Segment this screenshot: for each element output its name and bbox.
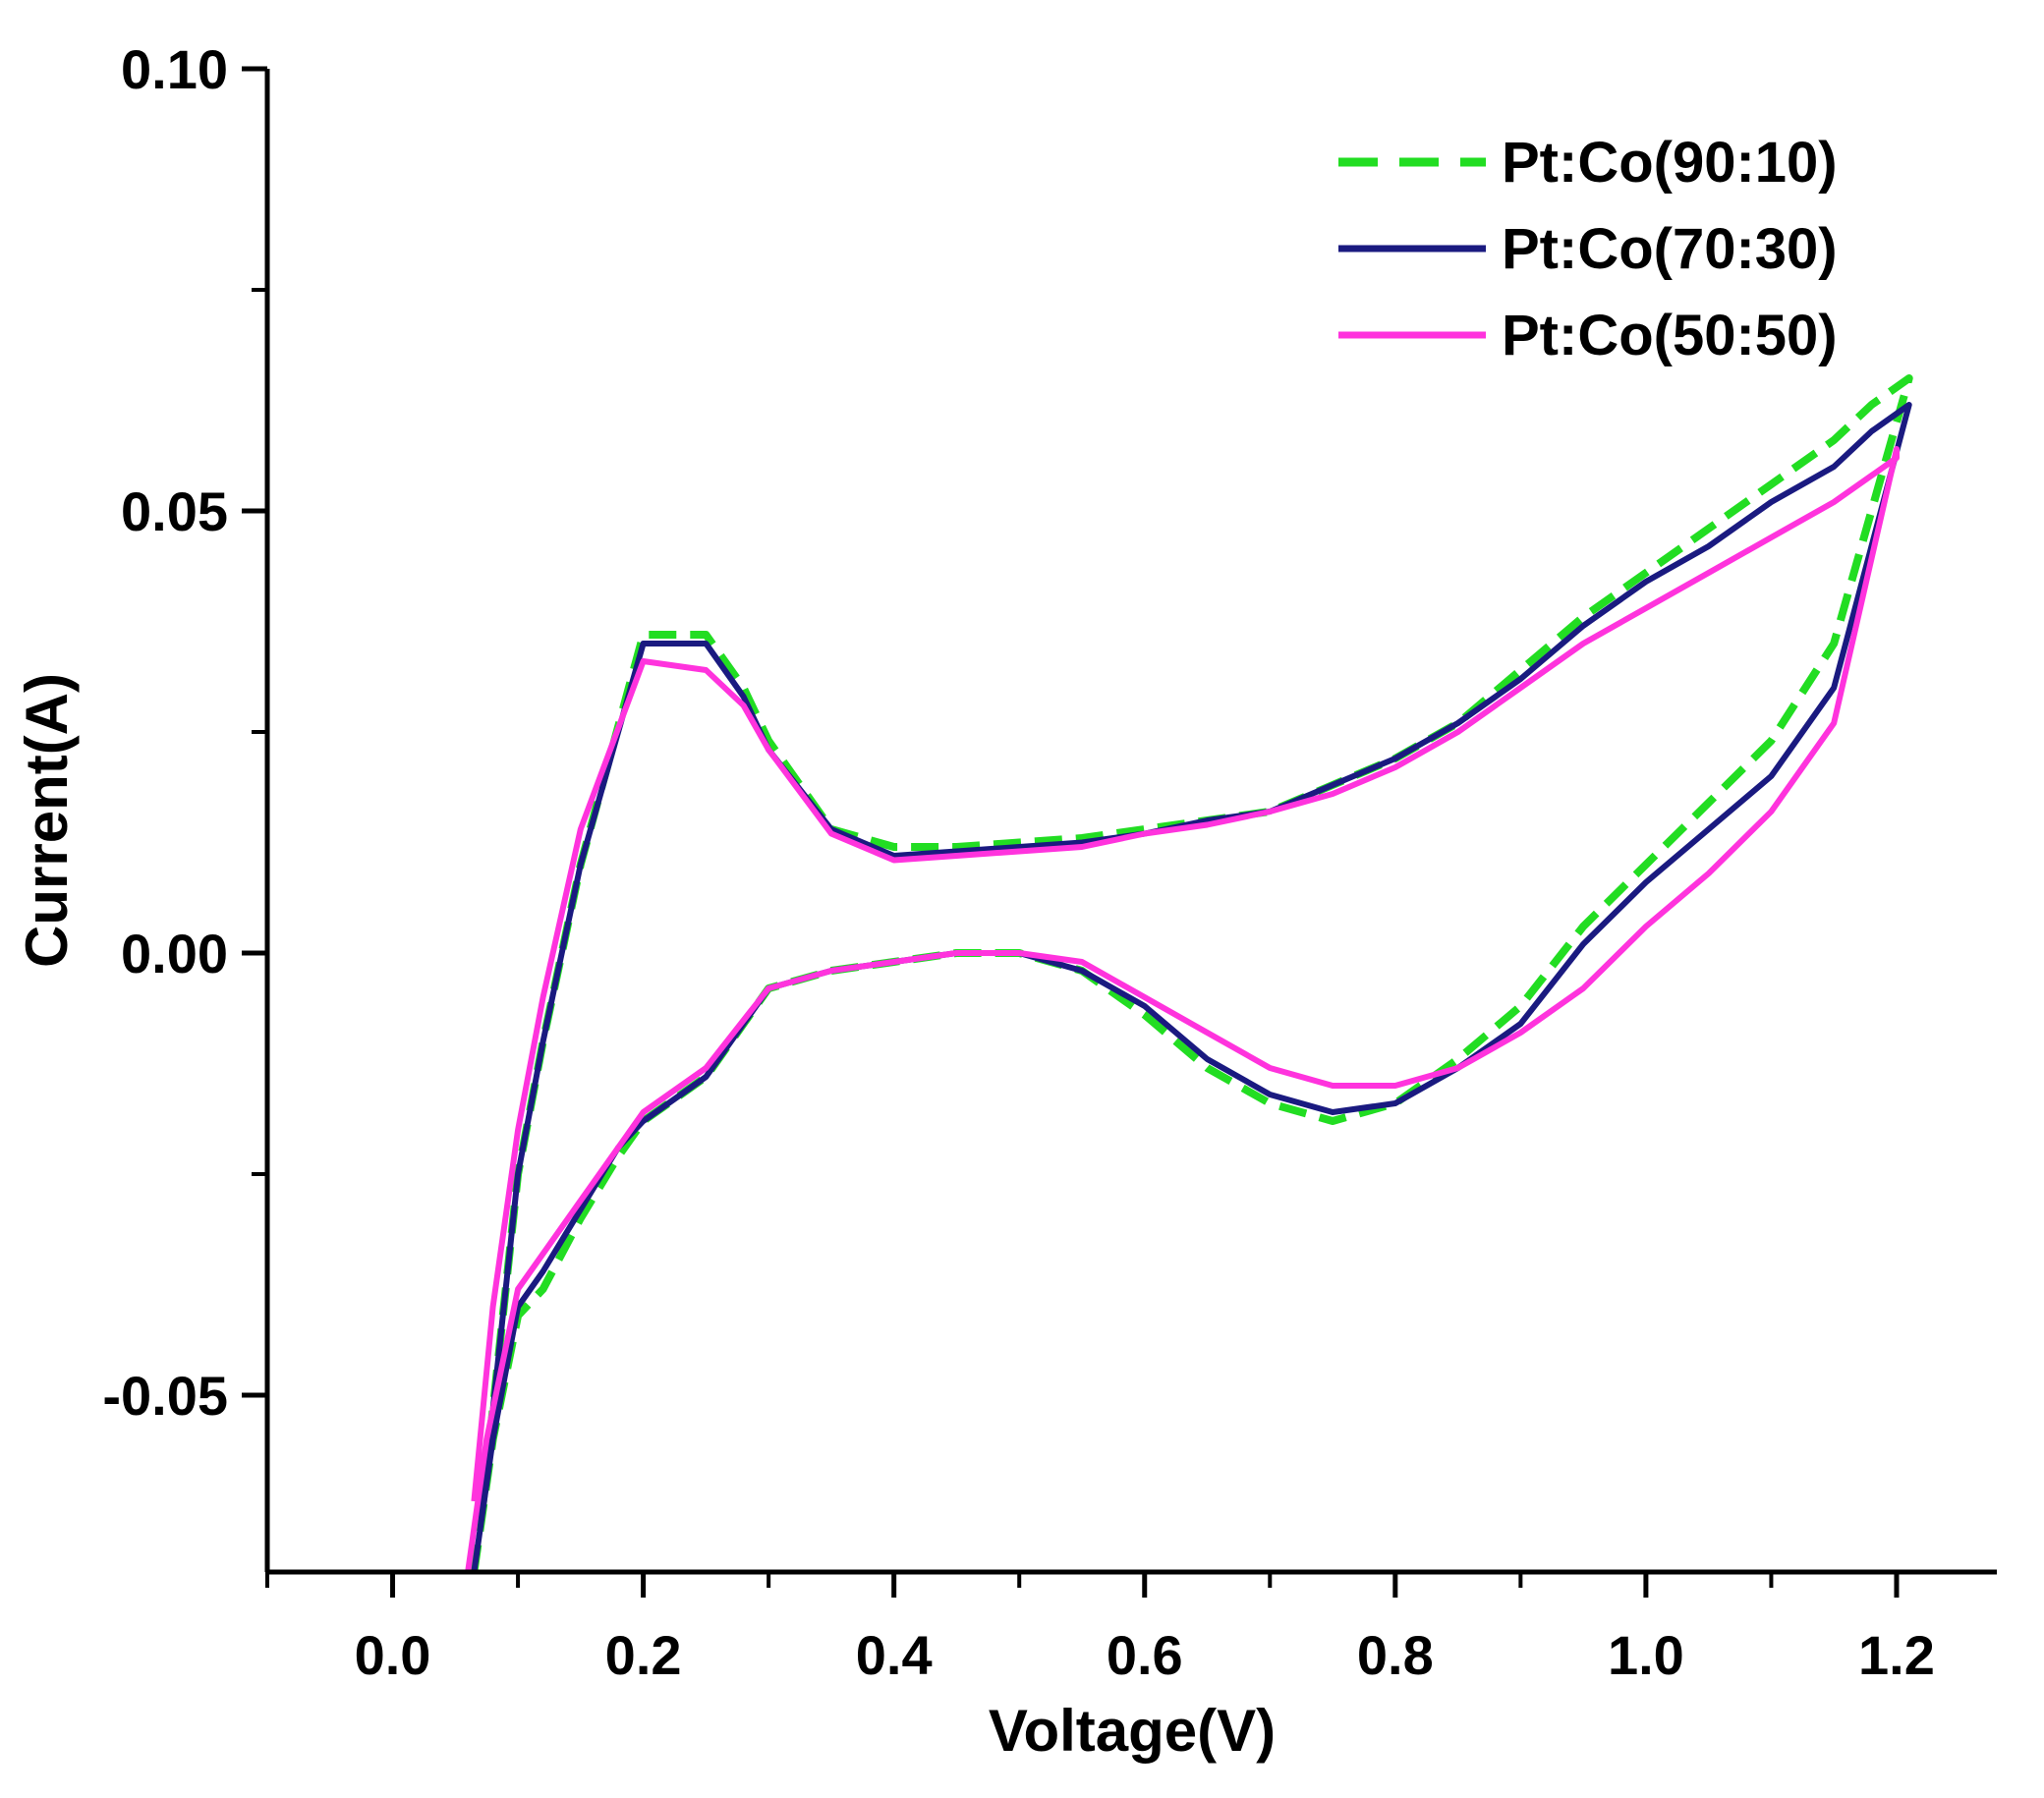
x-tick-label: 1.2 bbox=[1858, 1624, 1935, 1686]
x-tick-label: 0.8 bbox=[1357, 1624, 1434, 1686]
y-tick-label: 0.10 bbox=[121, 38, 228, 100]
x-tick-label: 0.2 bbox=[605, 1624, 682, 1686]
legend-label-2: Pt:Co(70:30) bbox=[1502, 217, 1838, 281]
y-tick-label: 0.05 bbox=[121, 480, 228, 542]
y-tick-label: -0.05 bbox=[102, 1365, 228, 1427]
legend-label-3: Pt:Co(50:50) bbox=[1502, 304, 1838, 367]
legend-label-1: Pt:Co(90:10) bbox=[1502, 131, 1838, 195]
legend: Pt:Co(90:10) Pt:Co(70:30) Pt:Co(50:50) bbox=[1338, 131, 1838, 367]
x-axis-title: Voltage(V) bbox=[989, 1698, 1276, 1764]
series-layer bbox=[465, 374, 1913, 1572]
x-tick-label: 0.4 bbox=[856, 1624, 933, 1686]
ticks-layer: 0.0 0.2 0.4 0.6 0.8 1.0 1.2 -0.05 0.00 0.05 0.10 bbox=[102, 38, 1935, 1686]
x-tick-label: 1.0 bbox=[1608, 1624, 1684, 1686]
y-tick-label: 0.00 bbox=[121, 923, 228, 984]
x-tick-label: 0.6 bbox=[1107, 1624, 1183, 1686]
series-line-3 bbox=[465, 446, 1900, 1572]
x-tick-label: 0.0 bbox=[355, 1624, 431, 1686]
y-axis-title: Current(A) bbox=[14, 673, 80, 968]
axes-layer bbox=[264, 69, 1997, 1575]
